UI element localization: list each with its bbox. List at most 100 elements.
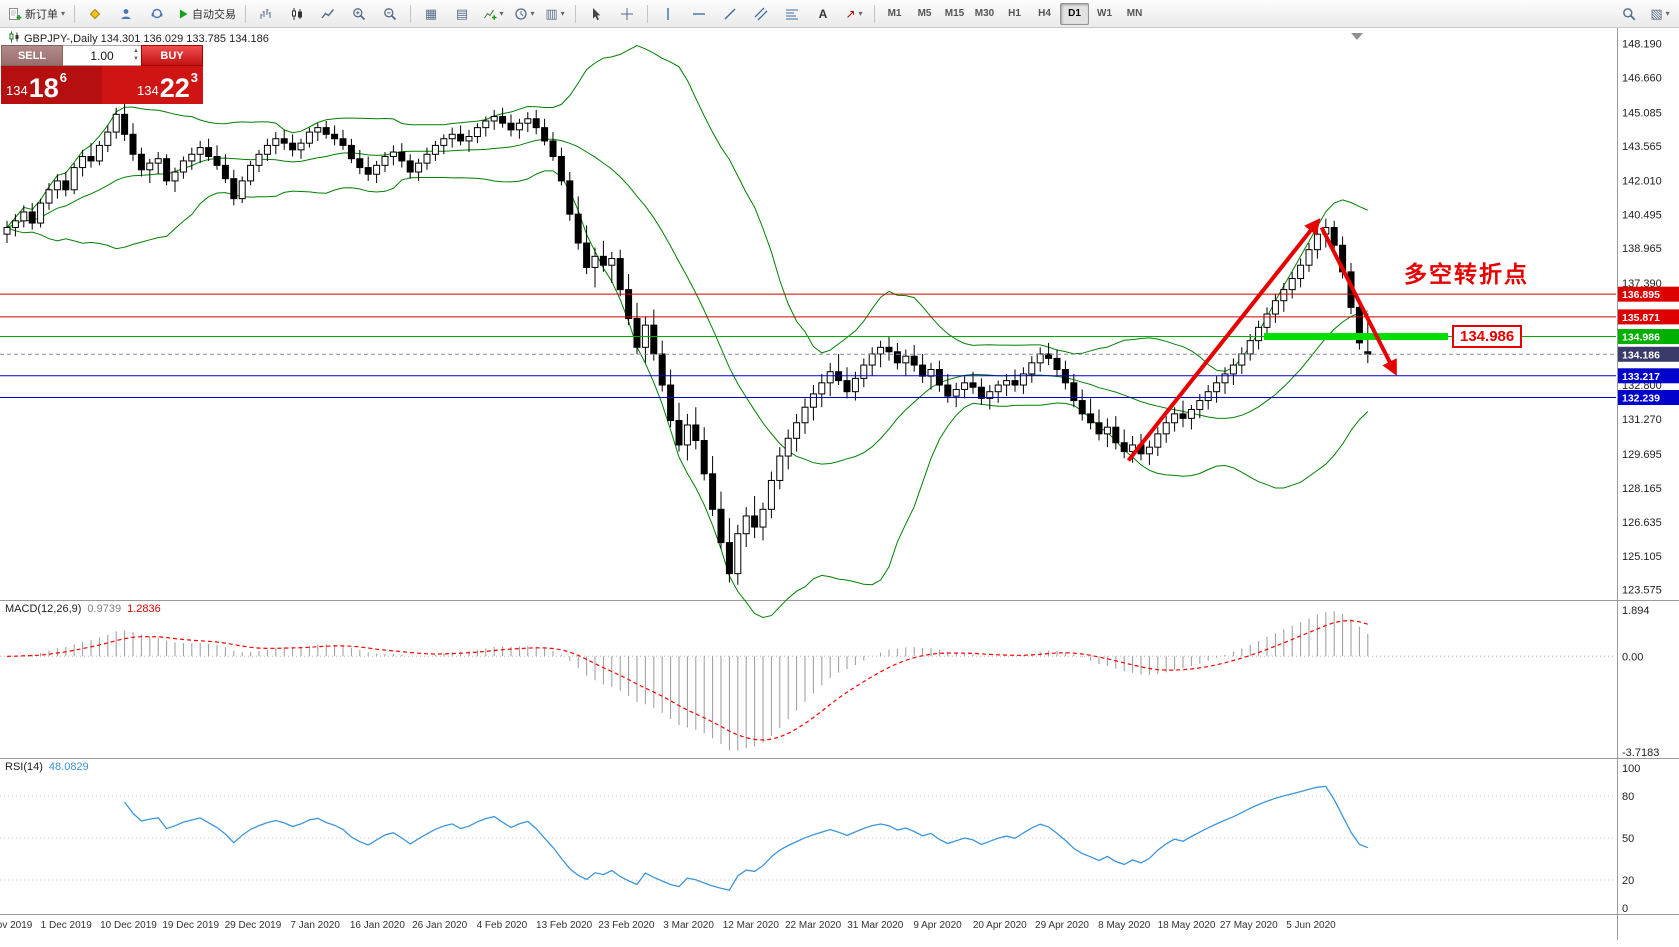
macd-name: MACD(12,26,9) xyxy=(5,603,82,615)
macd-value-main: 0.9739 xyxy=(87,603,122,615)
svg-text:26 Jan 2020: 26 Jan 2020 xyxy=(412,920,467,931)
svg-text:22 Mar 2020: 22 Mar 2020 xyxy=(785,920,842,931)
svg-text:50: 50 xyxy=(1622,833,1634,845)
fibonacci-tool[interactable] xyxy=(777,2,807,26)
new-order-label: 新订单 xyxy=(25,8,58,21)
text-tool[interactable]: A xyxy=(808,2,838,26)
svg-text:20 Apr 2020: 20 Apr 2020 xyxy=(973,920,1027,931)
svg-text:31 Mar 2020: 31 Mar 2020 xyxy=(847,920,904,931)
turning-point-annotation[interactable]: 多空转折点 xyxy=(1404,261,1529,287)
bar-chart-icon xyxy=(259,7,273,21)
volume-down-icon[interactable]: ▼ xyxy=(133,56,139,62)
terminal-button[interactable] xyxy=(142,2,172,26)
svg-text:123.575: 123.575 xyxy=(1622,585,1662,597)
arrows-icon: ↗ xyxy=(845,6,856,21)
templates-button[interactable]: ▥ ▾ xyxy=(540,2,570,26)
svg-text:27 May 2020: 27 May 2020 xyxy=(1220,920,1278,931)
svg-text:138.965: 138.965 xyxy=(1622,243,1662,255)
search-button[interactable] xyxy=(1614,2,1644,26)
fibonacci-icon xyxy=(785,7,799,21)
bollinger-lower xyxy=(6,170,1369,619)
tab-timeframe-m5[interactable]: M5 xyxy=(917,8,932,19)
arrows-tool[interactable]: ↗ ▾ xyxy=(839,2,869,26)
vertical-line-tool[interactable] xyxy=(653,2,683,26)
main-pane xyxy=(0,33,1616,619)
svg-text:128.165: 128.165 xyxy=(1622,483,1662,495)
svg-text:29 Dec 2019: 29 Dec 2019 xyxy=(225,920,282,931)
cursor-button[interactable] xyxy=(581,2,611,26)
horizontal-line-tool[interactable] xyxy=(684,2,714,26)
crosshair-button[interactable] xyxy=(612,2,642,26)
tile-windows-button[interactable]: ▦ xyxy=(416,2,446,26)
svg-text:21 Nov 2019: 21 Nov 2019 xyxy=(0,920,33,931)
tab-timeframe-m15[interactable]: M15 xyxy=(944,8,965,19)
zoom-in-icon xyxy=(352,7,366,21)
tab-timeframe-m1[interactable]: M1 xyxy=(887,8,902,19)
svg-text:19 Dec 2019: 19 Dec 2019 xyxy=(162,920,219,931)
one-click-trading-panel: SELL 1.00 ▲ ▼ BUY 134 18 6 134 22 3 xyxy=(1,45,203,104)
svg-text:20: 20 xyxy=(1622,875,1634,887)
candlestick-chart-button[interactable] xyxy=(282,2,312,26)
volume-input[interactable]: 1.00 ▲ ▼ xyxy=(63,45,141,66)
svg-text:136.895: 136.895 xyxy=(1622,289,1660,301)
svg-text:1.894: 1.894 xyxy=(1622,605,1650,617)
terminal-icon xyxy=(150,7,164,21)
tab-timeframe-m30[interactable]: M30 xyxy=(974,8,995,19)
date-axis: 21 Nov 2019 1 Dec 2019 10 Dec 2019 19 Dec 2… xyxy=(0,920,1336,931)
periods-icon xyxy=(514,7,528,21)
svg-text:10 Dec 2019: 10 Dec 2019 xyxy=(100,920,157,931)
chart-list-icon: ▧ xyxy=(1650,6,1663,21)
level-label-box[interactable]: 134.986 xyxy=(1452,325,1523,348)
svg-text:132.239: 132.239 xyxy=(1622,392,1660,404)
channel-tool[interactable] xyxy=(746,2,776,26)
svg-text:100: 100 xyxy=(1622,763,1640,775)
cascade-windows-icon: ▤ xyxy=(455,6,469,21)
buy-price-button[interactable]: 134 22 3 xyxy=(102,66,203,104)
channel-icon xyxy=(754,7,768,21)
volume-value: 1.00 xyxy=(90,48,114,63)
tab-timeframe-mn[interactable]: MN xyxy=(1126,8,1143,19)
zoom-in-button[interactable] xyxy=(344,2,374,26)
svg-text:9 Apr 2020: 9 Apr 2020 xyxy=(913,920,962,931)
line-chart-button[interactable] xyxy=(313,2,343,26)
profile-icon xyxy=(119,7,133,21)
sell-price-button[interactable]: 134 18 6 xyxy=(1,66,102,104)
buy-price-pips: 22 xyxy=(159,73,190,103)
autotrading-button[interactable]: 自动交易 xyxy=(173,2,240,26)
candles xyxy=(3,101,1372,585)
profile-button[interactable] xyxy=(111,2,141,26)
bollinger-middle xyxy=(6,138,1368,465)
tab-timeframe-h4[interactable]: H4 xyxy=(1038,8,1051,19)
tab-timeframe-d1[interactable]: D1 xyxy=(1060,2,1090,25)
price-axis: 148.190 146.660 145.085 143.565 142.010 140.4… xyxy=(1618,39,1679,597)
periods-button[interactable]: ▾ xyxy=(509,2,539,26)
templates-caret: ▾ xyxy=(560,8,565,18)
volume-up-icon[interactable]: ▲ xyxy=(133,48,139,54)
bar-chart-button[interactable] xyxy=(251,2,281,26)
symbol-info: GBPJPY-,Daily 134.301 136.029 133.785 13… xyxy=(8,31,269,46)
svg-text:146.660: 146.660 xyxy=(1622,72,1662,84)
indicators-button[interactable]: ▾ xyxy=(478,2,508,26)
svg-text:1 Dec 2019: 1 Dec 2019 xyxy=(41,920,93,931)
market-watch-button[interactable] xyxy=(80,2,110,26)
svg-text:125.105: 125.105 xyxy=(1622,551,1662,563)
line-chart-icon xyxy=(321,7,335,21)
svg-text:29 Apr 2020: 29 Apr 2020 xyxy=(1035,920,1089,931)
separator xyxy=(647,4,649,23)
chart-list-caret: ▾ xyxy=(1665,8,1670,18)
macd-value-signal: 1.2836 xyxy=(127,603,161,615)
tab-timeframe-w1[interactable]: W1 xyxy=(1097,8,1113,19)
volume-stepper[interactable]: ▲ ▼ xyxy=(133,47,139,63)
svg-text:80: 80 xyxy=(1622,791,1634,803)
chart-list-button[interactable]: ▧ ▾ xyxy=(1645,2,1675,26)
vertical-line-icon xyxy=(661,7,675,21)
trendline-tool[interactable] xyxy=(715,2,745,26)
sell-button[interactable]: SELL xyxy=(1,45,63,66)
buy-button[interactable]: BUY xyxy=(141,45,203,66)
tab-timeframe-h1[interactable]: H1 xyxy=(1008,8,1021,19)
cascade-windows-button[interactable]: ▤ xyxy=(447,2,477,26)
new-order-button[interactable]: 新订单 ▾ xyxy=(4,2,69,26)
rsi-line xyxy=(124,785,1369,891)
zoom-out-button[interactable] xyxy=(375,2,405,26)
